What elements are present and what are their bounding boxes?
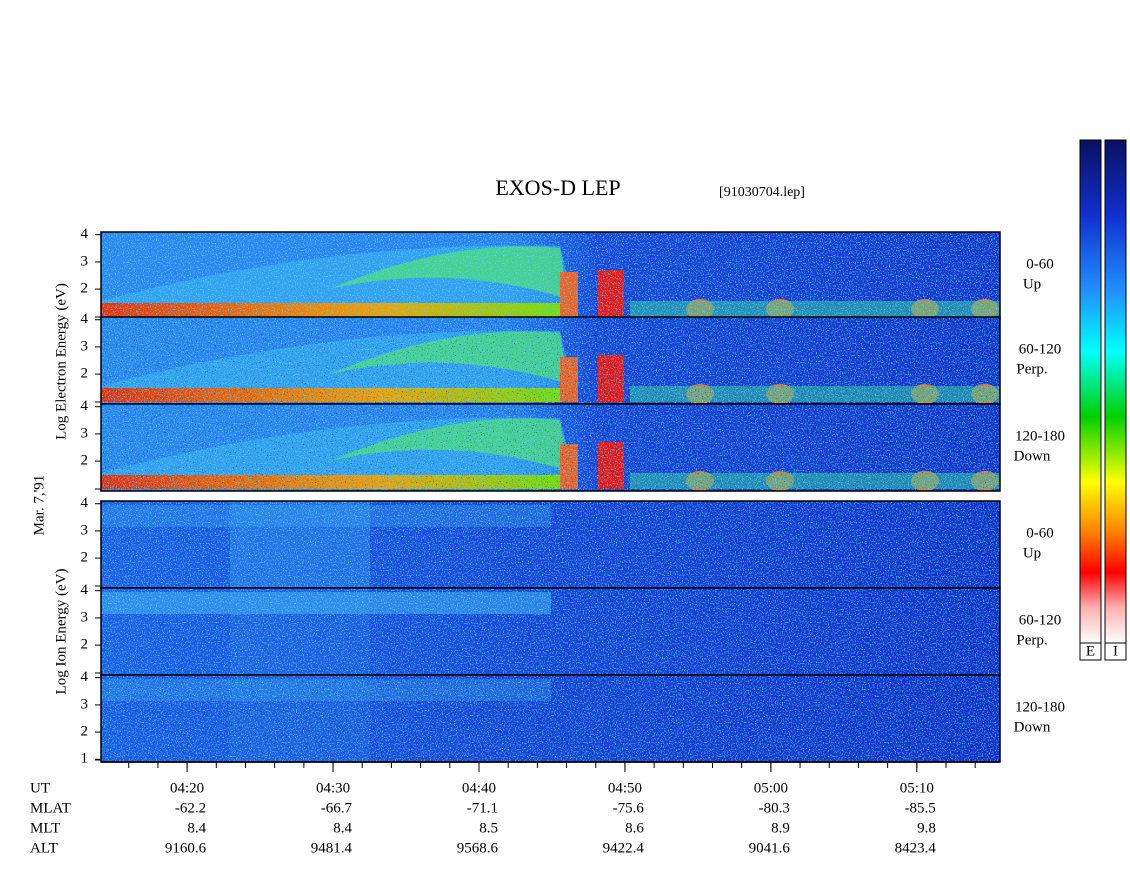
x-axis-label: UT xyxy=(30,780,50,796)
ephemeris-value: 8.5 xyxy=(479,820,498,836)
ephemeris-value: 9.8 xyxy=(917,820,936,836)
chart-title: EXOS-D LEP xyxy=(495,175,620,200)
panel-angle: 60-120 xyxy=(1019,341,1062,357)
y-axis-label: Log Ion Energy (eV) xyxy=(53,569,69,695)
y-tick-label: 4 xyxy=(81,311,89,327)
y-tick-label: 4 xyxy=(81,582,89,598)
chart-subtitle: [91030704.lep] xyxy=(719,185,805,200)
panel-angle: 0-60 xyxy=(1026,525,1054,541)
y-tick-label: 2 xyxy=(81,281,89,297)
x-tick-label: 04:20 xyxy=(170,780,204,796)
colorbar xyxy=(1079,139,1102,644)
ephemeris-value: 9041.6 xyxy=(749,840,791,856)
ephemeris-value: 9481.4 xyxy=(311,840,353,856)
colorbar-label-box xyxy=(1079,642,1102,661)
y-tick-label: 2 xyxy=(81,453,89,469)
colorbar xyxy=(1104,139,1127,644)
spectrogram-texture xyxy=(101,317,1000,404)
ephemeris-value: 9160.6 xyxy=(165,840,207,856)
x-tick-label: 04:30 xyxy=(316,780,350,796)
spectrogram-texture xyxy=(101,588,1000,675)
spectrogram-texture xyxy=(101,404,1000,491)
ephemeris-value: 8423.4 xyxy=(895,840,937,856)
y-axis-label: Log Electron Energy (eV) xyxy=(53,283,69,440)
panel-frame xyxy=(100,403,1001,492)
panel-direction: Perp. xyxy=(1016,361,1047,377)
spectrogram-texture xyxy=(101,232,1000,319)
panel-direction: Perp. xyxy=(1016,632,1047,648)
y-tick-label: 4 xyxy=(81,495,89,511)
y-tick-label: 3 xyxy=(81,696,89,712)
x-tick-label: 05:00 xyxy=(754,780,788,796)
y-tick-label: 4 xyxy=(81,669,89,685)
ephemeris-value: -66.7 xyxy=(321,800,353,816)
colorbar-label: E xyxy=(1086,643,1095,659)
ephemeris-value: 8.6 xyxy=(625,820,644,836)
spectrogram-texture xyxy=(101,675,1000,762)
y-tick-label: 2 xyxy=(81,637,89,653)
ephemeris-value: -80.3 xyxy=(759,800,790,816)
panel-angle: 120-180 xyxy=(1015,428,1065,444)
ephemeris-value: -85.5 xyxy=(905,800,936,816)
y-tick-label: 3 xyxy=(81,609,89,625)
ephemeris-label: MLT xyxy=(30,820,60,836)
x-tick-label: 05:10 xyxy=(900,780,934,796)
y-tick-label: 2 xyxy=(81,724,89,740)
panel-angle: 120-180 xyxy=(1015,699,1065,715)
x-tick-label: 04:40 xyxy=(462,780,496,796)
panel-direction: Down xyxy=(1014,719,1051,735)
ephemeris-label: MLAT xyxy=(30,800,71,816)
ephemeris-value: -71.1 xyxy=(467,800,498,816)
panel-direction: Up xyxy=(1023,276,1041,292)
y-tick-label: 3 xyxy=(81,338,89,354)
ephemeris-label: ALT xyxy=(30,840,58,856)
y-tick-label: 4 xyxy=(81,226,89,242)
y-tick-label: 4 xyxy=(81,398,89,414)
colorbar-label-box xyxy=(1104,642,1127,661)
panel-angle: 0-60 xyxy=(1026,256,1054,272)
ephemeris-value: 9422.4 xyxy=(603,840,645,856)
y-tick-label: 1 xyxy=(81,751,89,767)
y-tick-label: 3 xyxy=(81,253,89,269)
x-tick-label: 04:50 xyxy=(608,780,642,796)
ephemeris-value: 9568.6 xyxy=(457,840,499,856)
y-tick-label: 2 xyxy=(81,366,89,382)
ephemeris-value: -75.6 xyxy=(613,800,645,816)
ephemeris-value: -62.2 xyxy=(175,800,206,816)
panel-direction: Down xyxy=(1014,448,1051,464)
ephemeris-value: 8.4 xyxy=(187,820,206,836)
date-label: Mar. 7,'91 xyxy=(31,475,47,536)
panel-direction: Up xyxy=(1023,545,1041,561)
spectrogram-texture xyxy=(101,501,1000,588)
ephemeris-value: 8.9 xyxy=(771,820,790,836)
panel-angle: 60-120 xyxy=(1019,612,1062,628)
y-tick-label: 3 xyxy=(81,522,89,538)
colorbar-label: I xyxy=(1113,643,1118,659)
ephemeris-value: 8.4 xyxy=(333,820,352,836)
y-tick-label: 2 xyxy=(81,550,89,566)
y-tick-label: 3 xyxy=(81,425,89,441)
